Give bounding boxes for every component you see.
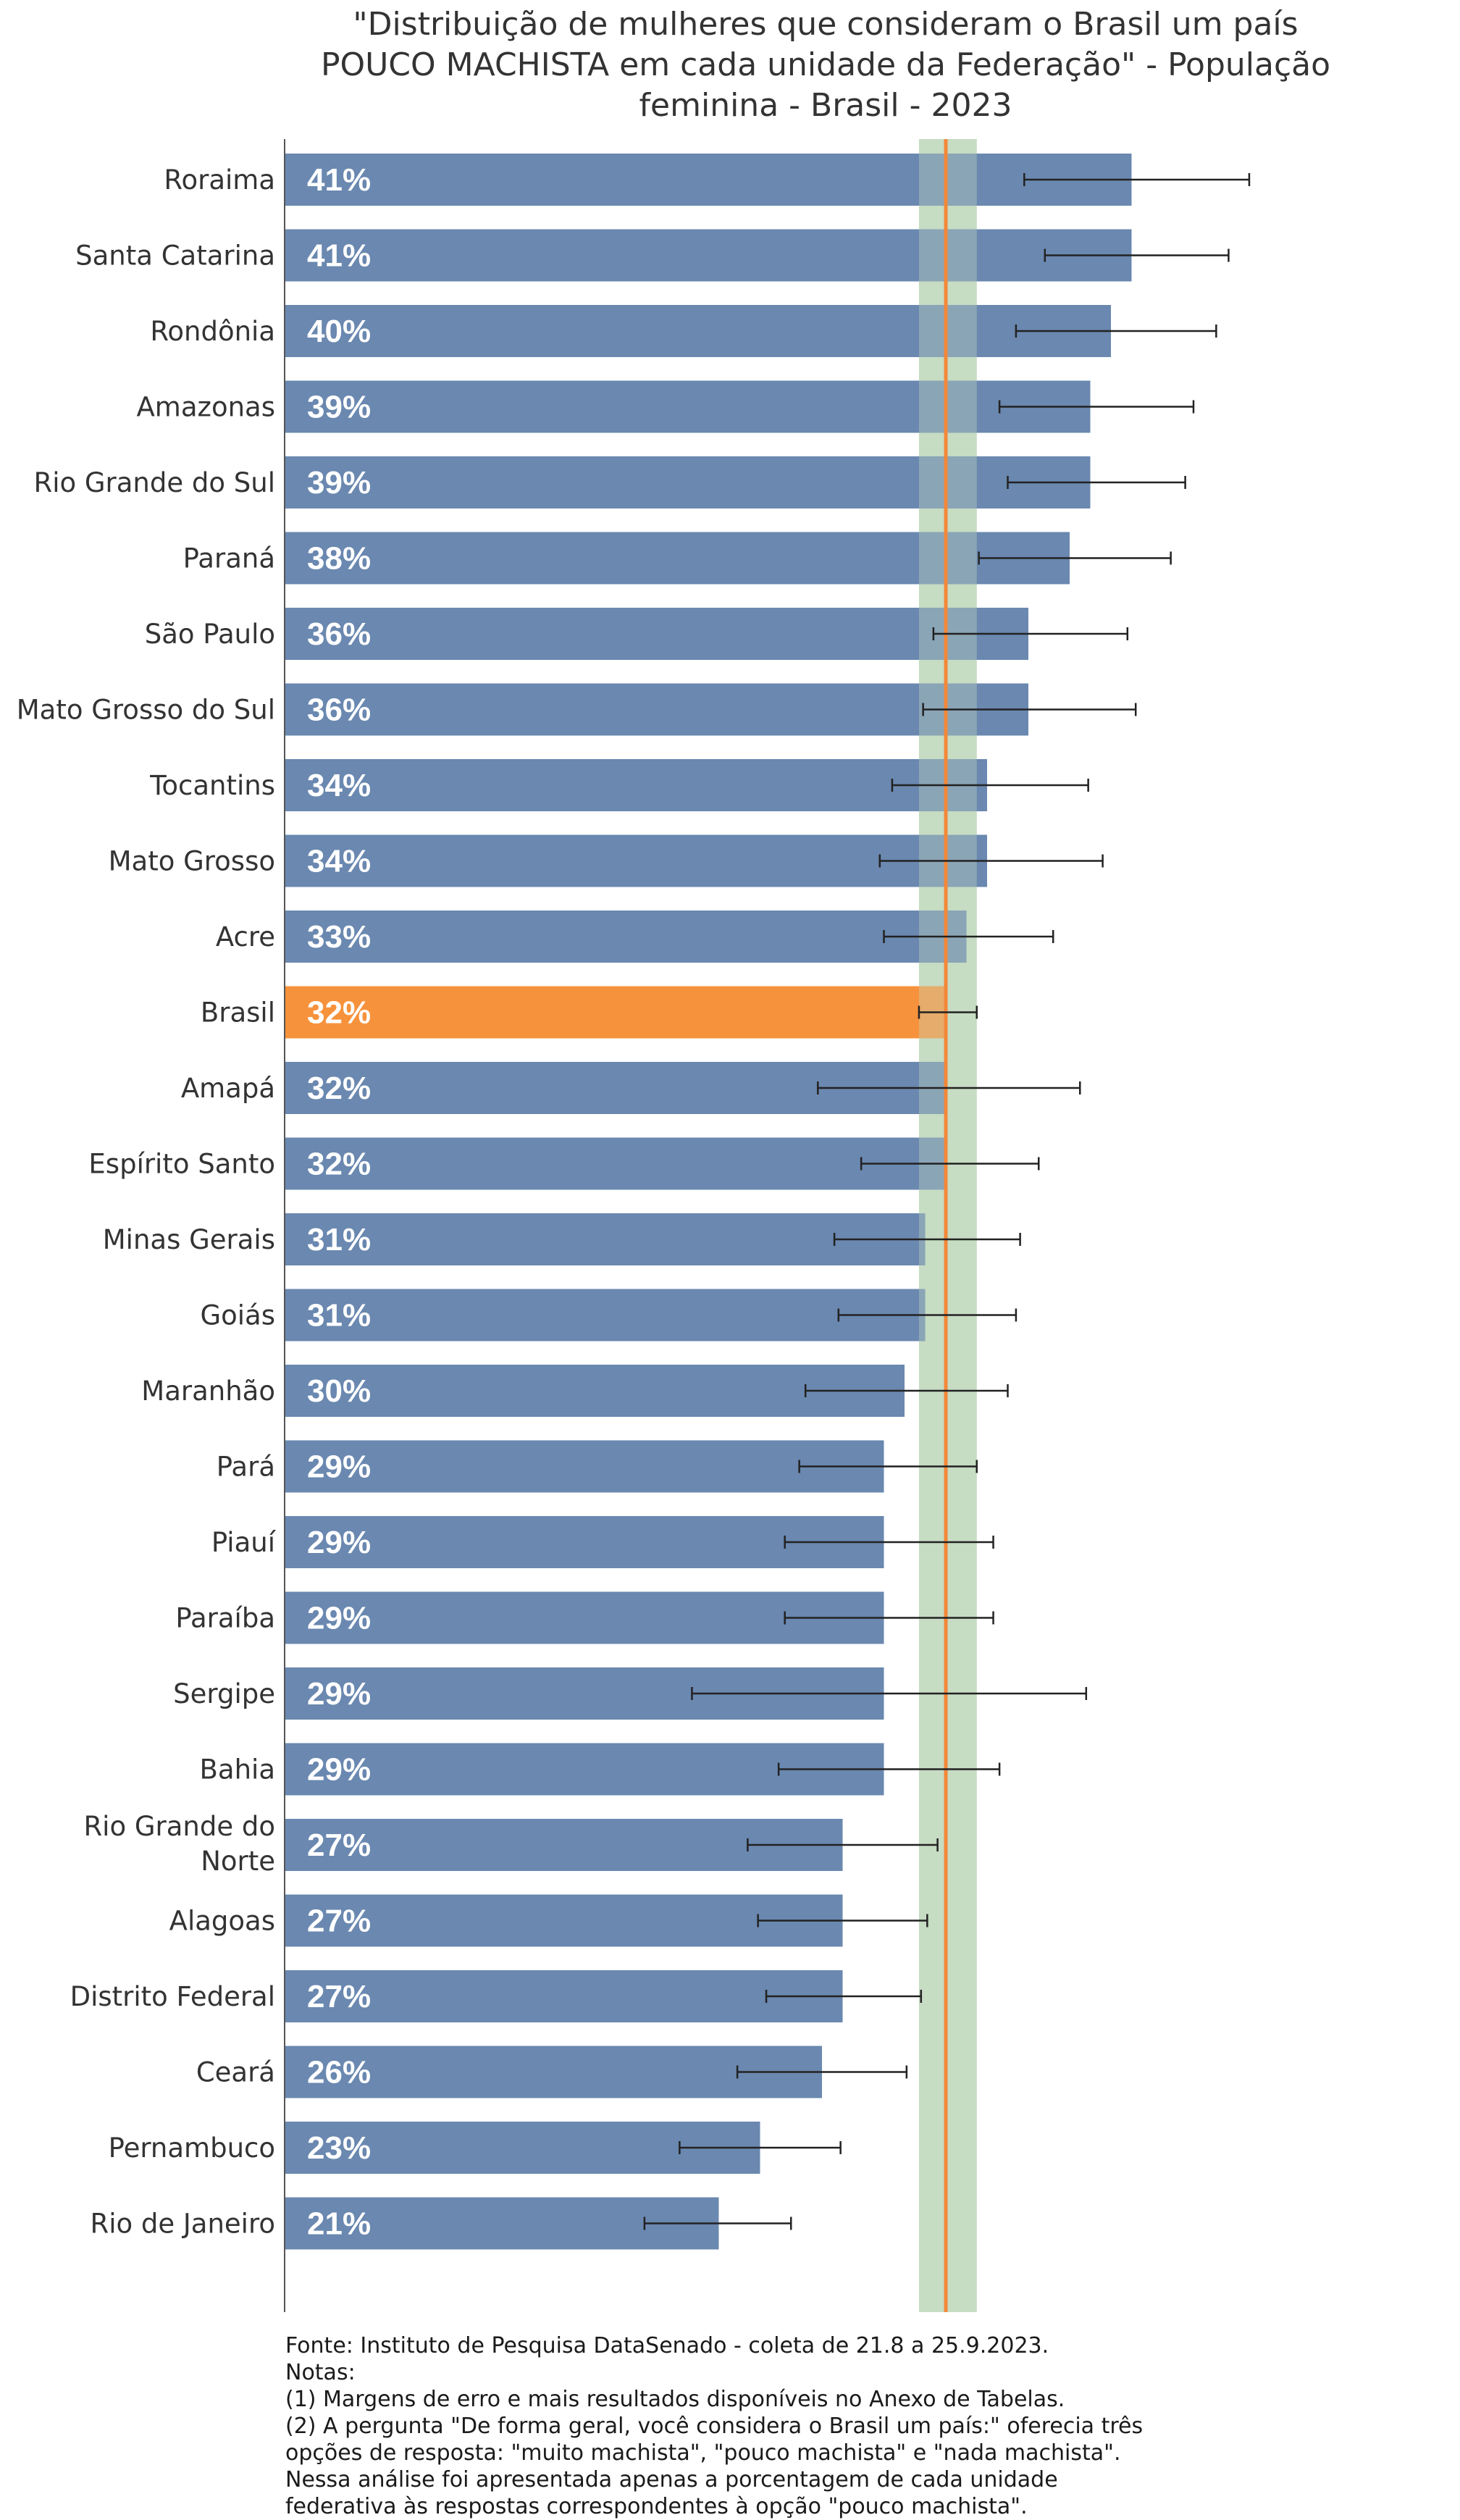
bar [285,1137,946,1190]
value-label: 33% [307,919,371,955]
value-label: 39% [307,465,371,501]
value-label: 32% [307,1071,371,1106]
bar [285,532,1070,585]
category-label: Tocantins [149,770,275,801]
bar [285,1213,926,1265]
category-label: Rio Grande do Sul [33,467,275,498]
bar [285,683,1028,736]
chart-notes: Fonte: Instituto de Pesquisa DataSenado … [285,2332,1299,2520]
category-label: Roraima [164,164,275,196]
value-label: 29% [307,1676,371,1712]
category-label: Mato Grosso [109,846,275,877]
bar [285,834,987,887]
category-label: Amapá [181,1073,275,1104]
category-label: Acre [216,921,275,953]
bar [285,1440,884,1493]
value-label: 21% [307,2206,371,2242]
value-label: 39% [307,390,371,425]
value-label: 26% [307,2055,371,2090]
value-label: 23% [307,2130,371,2166]
category-label: Rondônia [150,316,275,347]
category-label: Amazonas [137,392,276,423]
value-label: 36% [307,616,371,652]
note-2-line-1: (2) A pergunta "De forma geral, você con… [285,2414,1144,2439]
chart-title-line-3: feminina - Brasil - 2023 [639,87,1012,124]
value-label: 29% [307,1752,371,1788]
bar [285,608,1028,660]
value-label: 30% [307,1373,371,1409]
value-label: 34% [307,844,371,879]
category-label: Sergipe [173,1678,275,1709]
chart-title-line-2: POUCO MACHISTA em cada unidade da Federa… [320,46,1331,83]
category-label: Rio de Janeiro [90,2209,275,2240]
category-label: Minas Gerais [103,1224,275,1255]
note-heading: Notas: [285,2360,356,2385]
note-1: (1) Margens de erro e mais resultados di… [285,2387,1065,2412]
bars-layer [285,154,1132,2250]
reference-band-overlay [918,139,977,2312]
value-label: 31% [307,1222,371,1257]
labels-layer: 41% Roraima 41% Santa Catarina 40% Rondônia 39… [17,162,371,2242]
bar-brasil [285,986,946,1039]
category-label: Paraná [183,543,275,574]
bar [285,1289,926,1341]
category-label: Bahia [200,1754,275,1786]
bar [285,154,1132,206]
bar [285,911,967,963]
value-label: 36% [307,692,371,728]
value-label: 38% [307,541,371,577]
value-label: 41% [307,238,371,274]
bar [285,1970,843,2022]
chart-title: "Distribuição de mulheres que consideram… [217,4,1434,126]
category-label: São Paulo [145,619,275,650]
value-label: 31% [307,1298,371,1334]
category-label: Espírito Santo [88,1149,275,1180]
bar [285,2046,822,2098]
category-label: Paraíba [175,1603,275,1634]
value-label: 29% [307,1525,371,1560]
category-label: Rio Grande do Norte [83,1811,275,1877]
note-2-line-2: opções de resposta: "muito machista", "p… [285,2440,1121,2466]
note-source: Fonte: Instituto de Pesquisa DataSenado … [285,2333,1049,2358]
category-label: Distrito Federal [70,1981,275,2012]
category-label: Mato Grosso do Sul [17,695,275,726]
value-label: 27% [307,1904,371,1939]
category-label: Alagoas [169,1906,275,1937]
error-bars-layer [643,173,1251,2230]
category-label: Santa Catarina [75,240,275,272]
value-label: 32% [307,995,371,1031]
value-label: 32% [307,1147,371,1182]
bar-chart: 41% Roraima 41% Santa Catarina 40% Rondônia 39… [17,139,1251,2312]
value-label: 27% [307,1828,371,1863]
category-label: Pernambuco [109,2132,275,2164]
reference-overlay-layer [918,139,977,2312]
category-label: Goiás [200,1300,275,1331]
value-label: 29% [307,1449,371,1485]
category-label: Brasil [201,997,275,1029]
note-2-line-3: Nessa análise foi apresentada apenas a p… [285,2467,1058,2492]
value-label: 27% [307,1979,371,2014]
category-label: Pará [217,1452,275,1483]
bar [285,380,1091,433]
bar [285,305,1111,357]
value-label: 41% [307,162,371,198]
category-label: Ceará [196,2057,275,2088]
value-label: 34% [307,768,371,803]
chart-title-line-1: "Distribuição de mulheres que consideram… [353,6,1299,43]
bar [285,456,1091,508]
bar [285,1365,905,1417]
bar [285,1894,843,1947]
category-label: Piauí [211,1527,277,1558]
value-label: 29% [307,1601,371,1636]
category-label: Maranhão [141,1376,275,1407]
note-2-line-4: federativa às respostas correspondentes … [285,2494,1028,2519]
bar [285,229,1132,282]
bar [285,759,987,811]
value-label: 40% [307,314,371,349]
